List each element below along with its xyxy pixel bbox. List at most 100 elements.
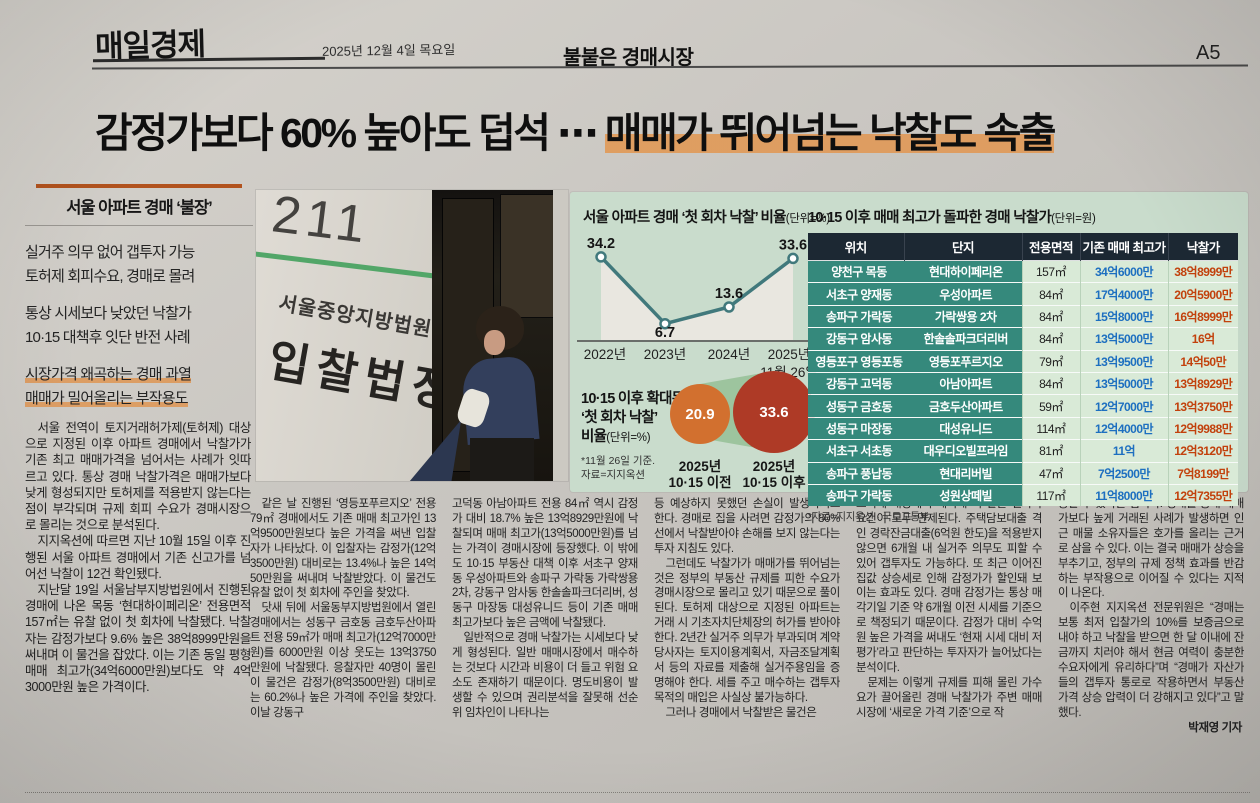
table-cell: 17억4000만 bbox=[1079, 282, 1168, 306]
table-cell: 114㎡ bbox=[1021, 416, 1080, 440]
body-paragraph: 서울 전역이 토지거래허가제(토허제) 대상으로 지정된 이후 아파트 경매에서… bbox=[25, 421, 251, 533]
table-cell: 강동구 고덕동 bbox=[808, 371, 904, 395]
main-headline: 감정가보다 60% 높아도 덥석 ⋯ 매매가 뛰어넘는 낙찰도 속출 bbox=[95, 99, 1255, 159]
door-panel bbox=[500, 194, 560, 318]
table-row: 성동구 금호동 금호두산아파트 59㎡ 12억7000만 13억3750만 bbox=[808, 394, 1238, 418]
table-cell: 13억9500만 bbox=[1079, 349, 1168, 373]
photo-person-skirt bbox=[470, 438, 534, 481]
table-cell: 영등포구 영등포동 bbox=[808, 349, 904, 373]
table-row: 송파구 풍납동 현대리버빌 47㎡ 7억2500만 7억8199만 bbox=[808, 461, 1238, 485]
svg-text:34.2: 34.2 bbox=[587, 236, 615, 252]
body-paragraph: 그런데도 낙찰가가 매매가를 뛰어넘는 것은 정부의 부동산 규제를 피한 수요… bbox=[654, 557, 840, 704]
body-column-3: 고덕동 아남아파트 전용 84㎡ 역시 감정가 대비 18.7% 높은 13억8… bbox=[452, 497, 638, 777]
table-cell: 117㎡ bbox=[1021, 483, 1080, 507]
wall-strip bbox=[553, 190, 568, 481]
table-cell: 47㎡ bbox=[1021, 461, 1080, 485]
table-cell: 84㎡ bbox=[1021, 282, 1080, 306]
table-cell: 대우디오빌프라임 bbox=[904, 439, 1022, 463]
table-cell: 12억4000만 bbox=[1079, 416, 1168, 440]
bullet-line: 실거주 의무 없어 갭투자 가능 bbox=[25, 244, 195, 261]
svg-text:10·15 이후: 10·15 이후 bbox=[742, 474, 806, 490]
table-cell: 16억 bbox=[1167, 327, 1238, 351]
table-cell: 강동구 암사동 bbox=[808, 327, 904, 351]
body-paragraph: 토허제 대상에서 제외돼 이 같은 절차와 요건이 모두 면제된다. 주택담보대… bbox=[856, 498, 1042, 674]
table-cell: 13억5000만 bbox=[1079, 371, 1168, 395]
table-cell: 성원상떼빌 bbox=[904, 483, 1022, 507]
line-chart-title: 서울 아파트 경매 ‘첫 회차 낙찰’ 비율(단위=%) bbox=[583, 210, 830, 226]
kicker-bar bbox=[36, 184, 242, 188]
table-cell: 84㎡ bbox=[1021, 327, 1080, 351]
table-cell: 12억7355만 bbox=[1167, 483, 1238, 507]
table-cell: 79㎡ bbox=[1021, 349, 1080, 373]
auction-table: 위치 단지 전용면적 기존 매매 최고가 낙찰가 양천구 목동 현대하이페리온 157㎡ 34… bbox=[808, 233, 1238, 507]
table-cell: 송파구 가락동 bbox=[808, 483, 904, 507]
body-paragraph: 일반적으로 경매 낙찰가는 시세보다 낮게 형성된다. 일반 매매시장에서 매수… bbox=[452, 632, 638, 719]
svg-text:2022년: 2022년 bbox=[584, 347, 626, 362]
body-paragraph: 닷새 뒤에 서울동부지방법원에서 열린 경매에서는 성동구 금호동 금호두산아파… bbox=[250, 602, 436, 719]
svg-text:33.6: 33.6 bbox=[779, 237, 807, 253]
svg-text:2024년: 2024년 bbox=[708, 347, 750, 362]
table-cell: 13억3750만 bbox=[1167, 394, 1238, 418]
table-cell: 영등포푸르지오 bbox=[904, 349, 1022, 373]
table-cell: 서초구 양재동 bbox=[808, 282, 904, 306]
bullet-line: 매매가 밀어올리는 부작용도 bbox=[25, 390, 189, 407]
table-cell: 아남아파트 bbox=[904, 371, 1022, 395]
table-cell: 13억8929만 bbox=[1167, 371, 1238, 395]
svg-text:13.6: 13.6 bbox=[715, 286, 743, 302]
byline: 박재영 기자 bbox=[1188, 721, 1242, 734]
table-cell: 20억5900만 bbox=[1167, 282, 1238, 306]
table-cell: 송파구 풍납동 bbox=[808, 461, 904, 485]
table-cell: 59㎡ bbox=[1021, 394, 1080, 418]
table-cell: 14억50만 bbox=[1167, 349, 1238, 373]
svg-text:2023년: 2023년 bbox=[644, 347, 686, 362]
table-cell: 7억8199만 bbox=[1167, 461, 1238, 485]
svg-text:2025년: 2025년 bbox=[768, 347, 810, 362]
svg-text:2025년: 2025년 bbox=[753, 459, 795, 474]
table-cell: 한솔솔파크더리버 bbox=[904, 327, 1022, 351]
photo-person-face bbox=[484, 330, 505, 355]
table-cell: 12억7000만 bbox=[1079, 394, 1168, 418]
body-paragraph: 같은 날 진행된 ‘영등포푸르지오’ 전용 79㎡ 경매에서도 기존 매매 최고… bbox=[250, 498, 436, 600]
table-cell: 성동구 마장동 bbox=[808, 416, 904, 440]
bullet-group: 통상 시세보다 낮았던 낙찰가 10·15 대책후 잇단 반전 사례 bbox=[25, 302, 253, 350]
table-column-header: 위치 bbox=[808, 233, 904, 261]
table-cell: 가락쌍용 2차 bbox=[904, 304, 1022, 328]
headline-plain: 감정가보다 60% 높아도 덥석 ⋯ bbox=[95, 110, 605, 156]
body-paragraph: 용할 수 있다는 점이다. 경매를 통해 매매가보다 높게 거래된 사례가 발생… bbox=[1058, 498, 1244, 600]
sidebar-kicker: 서울 아파트 경매 ‘불장’ bbox=[66, 199, 213, 217]
table-row: 강동구 고덕동 아남아파트 84㎡ 13억5000만 13억8929만 bbox=[808, 371, 1238, 395]
section-title: 불붙은 경매시장 bbox=[563, 47, 694, 69]
bubble-chart-note: *11월 26일 기준. 자료=지지옥션 bbox=[581, 455, 656, 481]
table-row: 양천구 목동 현대하이페리온 157㎡ 34억6000만 38억8999만 bbox=[808, 259, 1238, 283]
svg-text:20.9: 20.9 bbox=[685, 406, 714, 423]
court-photo: 211 서울중앙지방법원 입찰법정 bbox=[256, 190, 568, 481]
table-unit: (단위=원) bbox=[1051, 213, 1096, 225]
body-paragraph: 등 예상하지 못했던 손실이 발생하기도 한다. 경매로 집을 사려면 감정가의… bbox=[654, 498, 840, 555]
table-cell: 송파구 가락동 bbox=[808, 304, 904, 328]
table-cell: 84㎡ bbox=[1021, 371, 1080, 395]
body-column-6: 용할 수 있다는 점이다. 경매를 통해 매매가보다 높게 거래된 사례가 발생… bbox=[1058, 497, 1244, 789]
body-paragraph: 지지옥션에 따르면 지난 10월 15일 이후 진행된 서울 아파트 경매에서 … bbox=[25, 534, 251, 581]
bullet-line: 토허제 회피수요, 경매로 몰려 bbox=[25, 268, 195, 285]
page-number: A5 bbox=[1196, 42, 1221, 64]
table-cell: 157㎡ bbox=[1021, 259, 1080, 283]
headline-highlight: 매매가 뛰어넘는 낙찰도 속출 bbox=[604, 110, 1057, 156]
body-paragraph: 문제는 이렇게 규제를 피해 몰린 가수요가 끌어올린 경매 낙찰가가 주변 매… bbox=[856, 676, 1042, 719]
svg-text:33.6: 33.6 bbox=[759, 404, 788, 421]
table-column-header: 낙찰가 bbox=[1167, 233, 1238, 261]
table-cell: 대성유니드 bbox=[904, 416, 1022, 440]
table-cell: 현대하이페리온 bbox=[904, 259, 1022, 283]
table-row: 영등포구 영등포동 영등포푸르지오 79㎡ 13억9500만 14억50만 bbox=[808, 349, 1238, 373]
table-column-header: 기존 매매 최고가 bbox=[1079, 233, 1168, 261]
table-cell: 서초구 서초동 bbox=[808, 439, 904, 463]
infographic-panel: 서울 아파트 경매 ‘첫 회차 낙찰’ 비율(단위=%) 34.2 6.7 13.6… bbox=[570, 192, 1248, 523]
bubble-chart: 20.9 2025년 10·15 이전 33.6 2025년 10·15 이후 bbox=[666, 368, 818, 492]
table-cell: 84㎡ bbox=[1021, 304, 1080, 328]
bullet-line: 시장가격 왜곡하는 경매 과열 bbox=[25, 366, 192, 383]
table-cell: 양천구 목동 bbox=[808, 259, 904, 283]
table-row: 성동구 마장동 대성유니드 114㎡ 12억4000만 12억9988만 bbox=[808, 416, 1238, 440]
